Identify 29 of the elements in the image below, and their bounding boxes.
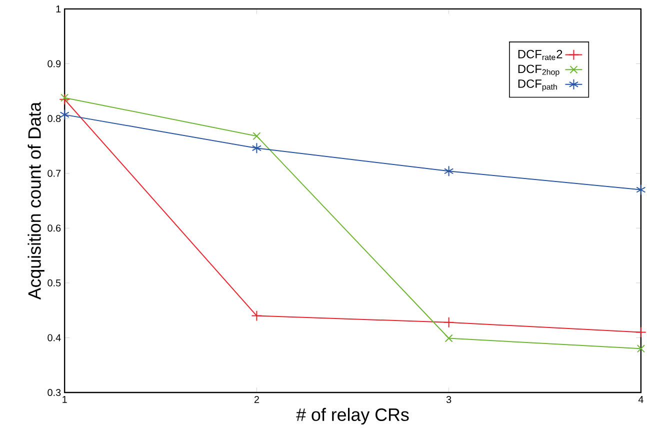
y-tick-label: 0.5 [48, 279, 61, 286]
point [252, 132, 261, 140]
y-tick-label: 0.8 [48, 114, 61, 122]
y-tick-label: 0.6 [48, 224, 61, 232]
x-axis-title: # of relay CRs [296, 408, 409, 424]
y-tick-label: 1 [56, 5, 61, 12]
legend-label: DCF$_{rate}$2 [518, 50, 562, 60]
point [252, 142, 262, 154]
y-tick-label: 0.7 [48, 170, 61, 177]
x-tick-label: 3 [446, 396, 452, 403]
y-tick-label: 0.4 [48, 334, 61, 342]
point [635, 326, 646, 338]
point [443, 316, 454, 328]
point [444, 334, 453, 342]
y-axis-title: Acquisition count of Data [28, 102, 44, 300]
point [60, 109, 70, 120]
point [59, 94, 70, 105]
legend-label: DCF$_{2hop}$ [518, 64, 560, 76]
point [636, 344, 645, 353]
x-tick-label: 4 [638, 396, 644, 403]
point [444, 166, 454, 177]
y-tick-label: 0.3 [48, 388, 61, 396]
x-tick-label: 1 [62, 396, 67, 403]
y-tick-label: 0.9 [48, 60, 61, 68]
point [251, 310, 262, 322]
point [636, 184, 646, 196]
point [60, 94, 69, 102]
legend-label: DCF$_{path}$ [518, 79, 557, 92]
x-tick-label: 2 [254, 396, 259, 403]
